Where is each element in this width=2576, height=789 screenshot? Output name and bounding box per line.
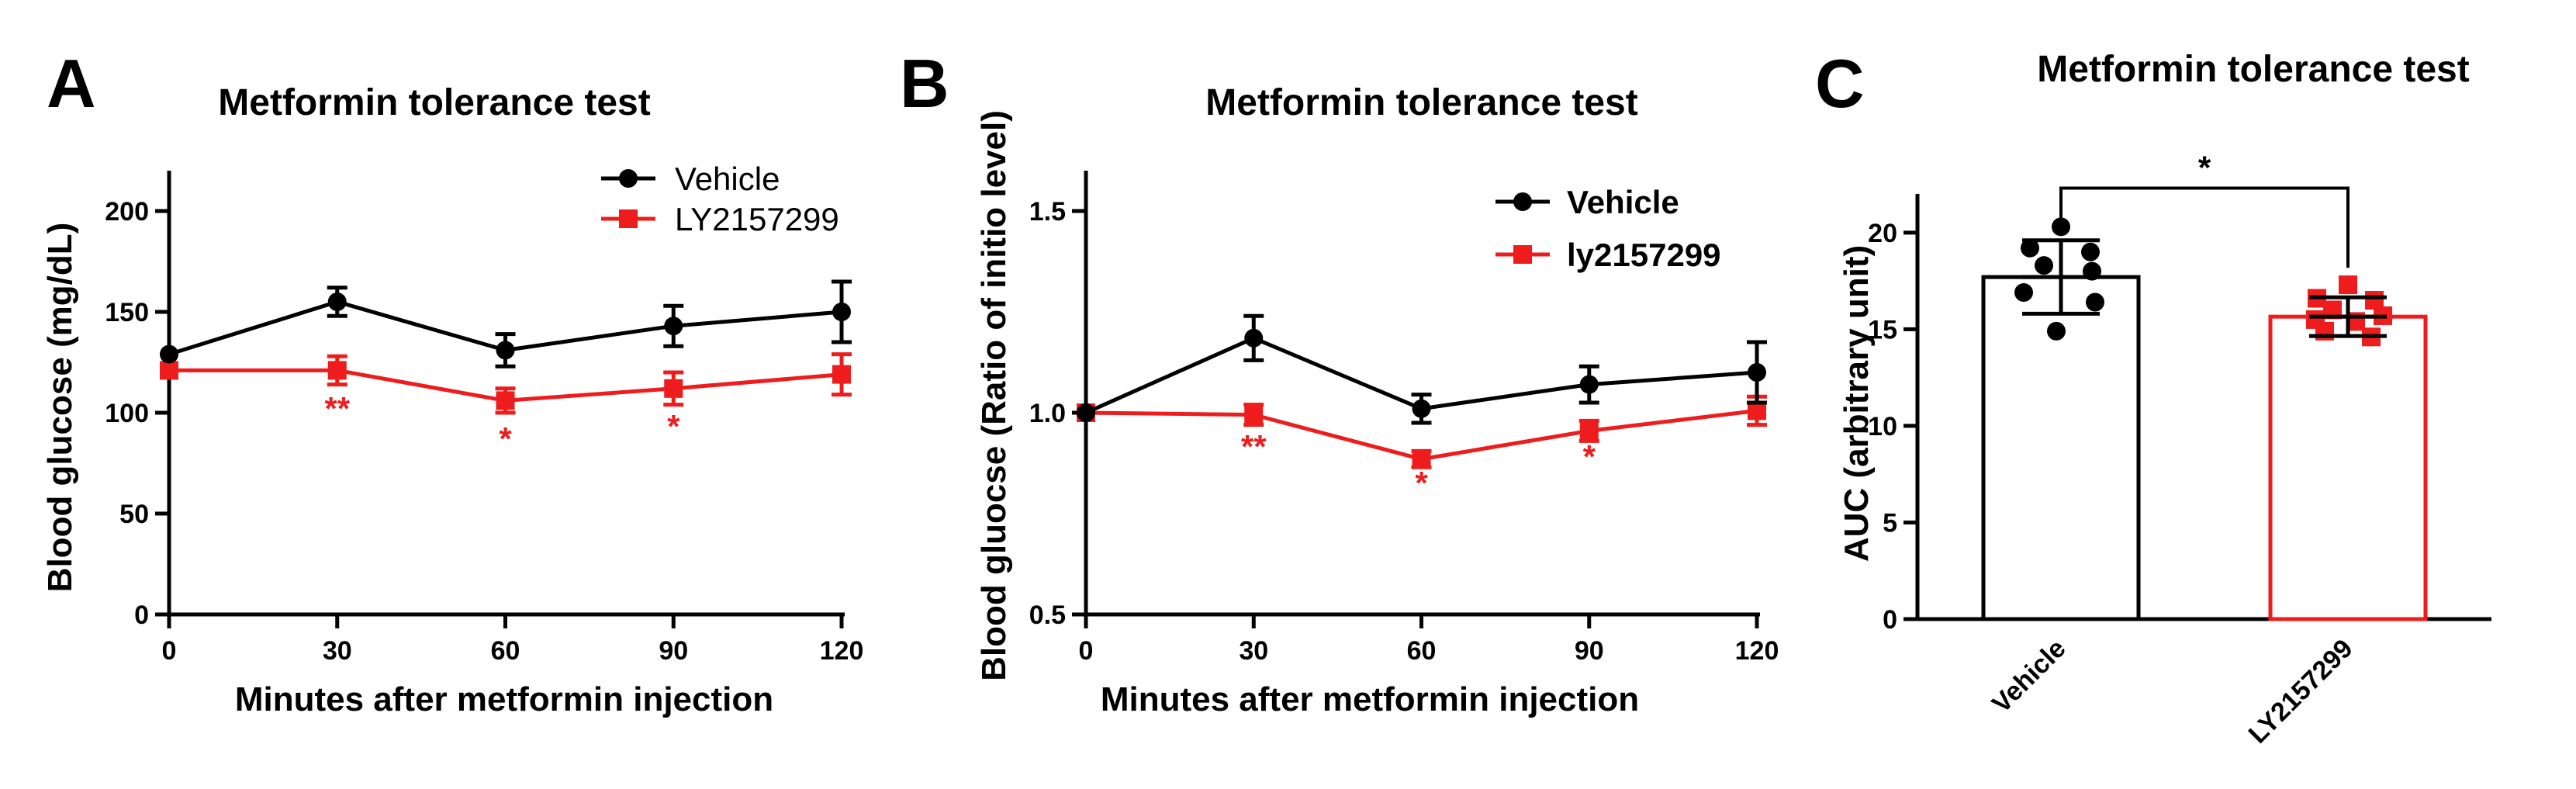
y-tick-label: 10: [1868, 412, 1897, 441]
panel-c: C Metformin tolerance test 0 5 10 15 20 * Ve…: [1815, 45, 2491, 749]
legend-ly2157299-marker: [1513, 245, 1532, 264]
series-ly2157299-point: [496, 391, 515, 410]
panel-c-y-ticks: 0 5 10 15 20: [1868, 219, 1917, 635]
legend-ly2157299-marker: [619, 209, 638, 228]
series-vehicle-point: [1244, 328, 1264, 348]
significance-marker: *: [2198, 150, 2211, 186]
series-vehicle-point: [160, 344, 178, 364]
y-tick-label: 50: [119, 500, 149, 529]
data-point-ly2157299: [2339, 275, 2357, 295]
data-point-vehicle: [2035, 256, 2053, 275]
panel-a-y-axis-label: Blood glucose (mg/dL): [41, 223, 79, 593]
panel-b-y-ticks: 0.5 1.0 1.5: [1029, 197, 1086, 630]
legend-vehicle-marker: [619, 169, 638, 188]
panel-a-x-axis-label: Minutes after metformin injection: [235, 680, 773, 718]
series-vehicle-point: [496, 341, 515, 360]
panel-a-significance: *** *: [324, 390, 680, 457]
y-tick-label: 200: [105, 197, 149, 227]
panel-c-y-axis-label: AUC (arbitrary unit): [1838, 245, 1876, 562]
panel-b-series: [1077, 313, 1767, 469]
x-tick-label: 120: [820, 636, 864, 666]
significance-marker: **: [1241, 428, 1267, 465]
x-tick-label-ly2157299: LY2157299: [2243, 634, 2359, 749]
panel-b-x-axis-label: Minutes after metformin injection: [1101, 680, 1639, 718]
panel-a-y-ticks: 0 50 100 150 200: [105, 197, 169, 630]
series-ly2157299-point: [664, 379, 683, 398]
y-tick-label: 150: [105, 298, 149, 327]
y-tick-label: 100: [105, 399, 149, 428]
x-tick-label: 60: [491, 636, 520, 666]
legend-ly2157299-label: ly2157299: [1567, 237, 1721, 273]
series-ly2157299-point: [1244, 405, 1264, 424]
data-point-vehicle: [2047, 321, 2066, 341]
x-tick-label: 0: [162, 636, 177, 666]
x-tick-label: 30: [323, 636, 352, 666]
panel-a-legend: Vehicle LY2157299: [601, 161, 839, 237]
series-vehicle-point: [1748, 363, 1766, 382]
panel-a-title: Metformin tolerance test: [218, 82, 650, 123]
series-vehicle-point: [1579, 375, 1599, 394]
significance-marker: *: [499, 420, 512, 457]
x-tick-label: 120: [1735, 636, 1779, 666]
y-tick-label: 15: [1868, 315, 1897, 344]
panel-b: B Metformin tolerance test 0.5 1.0 1.5 0 30…: [900, 45, 1779, 718]
series-vehicle-point: [664, 317, 683, 336]
panel-b-title: Metformin tolerance test: [1205, 82, 1637, 123]
y-tick-label: 0: [134, 600, 149, 630]
series-ly2157299-point: [832, 365, 851, 384]
series-ly2157299-point: [327, 361, 347, 380]
significance-marker: *: [1583, 438, 1596, 475]
data-point-vehicle: [2086, 292, 2104, 312]
panel-b-x-ticks: 0 30 60 90 120: [1079, 614, 1779, 666]
series-vehicle-point: [1077, 403, 1095, 422]
series-ly2157299-point: [160, 361, 178, 380]
panel-c-x-ticks: Vehicle LY2157299: [1986, 634, 2359, 749]
legend-vehicle-label: Vehicle: [675, 161, 780, 197]
panel-c-significance: *: [2059, 150, 2350, 268]
significance-bracket: [2059, 186, 2350, 268]
panel-b-y-axis-label: Blood gluocse (Ratio of initio level): [975, 110, 1013, 681]
bar-ly2157299: [2268, 314, 2428, 621]
series-vehicle-point: [327, 292, 347, 311]
y-tick-label: 5: [1883, 508, 1897, 538]
panel-a: A Metformin tolerance test 050100150200 …: [41, 45, 863, 718]
series-ly2157299-point: [1412, 449, 1431, 469]
panel-b-legend: Vehicle ly2157299: [1495, 184, 1721, 273]
y-tick-label: 20: [1868, 219, 1897, 248]
series-vehicle-point: [1412, 399, 1431, 418]
data-point-vehicle: [2081, 242, 2100, 261]
x-tick-label: 60: [1407, 636, 1437, 666]
panel-b-significance: ****: [1241, 428, 1596, 501]
y-tick-label: 0.5: [1029, 600, 1066, 630]
panel-a-letter: A: [47, 45, 96, 122]
x-tick-label: 0: [1079, 636, 1094, 666]
x-tick-label-vehicle: Vehicle: [1986, 634, 2072, 719]
significance-marker: *: [1415, 465, 1428, 501]
x-tick-label: 90: [1575, 636, 1604, 666]
panel-c-letter: C: [1815, 45, 1865, 122]
significance-marker: *: [667, 408, 680, 445]
y-tick-label: 1.5: [1029, 197, 1066, 227]
series-ly2157299-point: [1579, 421, 1599, 441]
panel-c-points: [2014, 217, 2392, 347]
panel-c-title: Metformin tolerance test: [2037, 49, 2469, 90]
panel-a-x-ticks: 0 30 60 90 120: [162, 614, 864, 666]
data-point-vehicle: [2021, 238, 2039, 258]
x-tick-label: 30: [1239, 636, 1268, 666]
legend-vehicle-label: Vehicle: [1567, 184, 1679, 220]
y-tick-label: 1.0: [1029, 399, 1066, 428]
panel-b-letter: B: [900, 45, 949, 122]
legend-vehicle-marker: [1513, 192, 1532, 211]
significance-marker: **: [324, 390, 350, 427]
x-tick-label: 90: [659, 636, 688, 666]
panel-a-series: [160, 279, 852, 415]
data-point-vehicle: [2014, 283, 2033, 303]
series-vehicle-point: [832, 303, 851, 321]
y-tick-label: 0: [1883, 605, 1897, 635]
legend-ly2157299-label: LY2157299: [675, 201, 839, 237]
